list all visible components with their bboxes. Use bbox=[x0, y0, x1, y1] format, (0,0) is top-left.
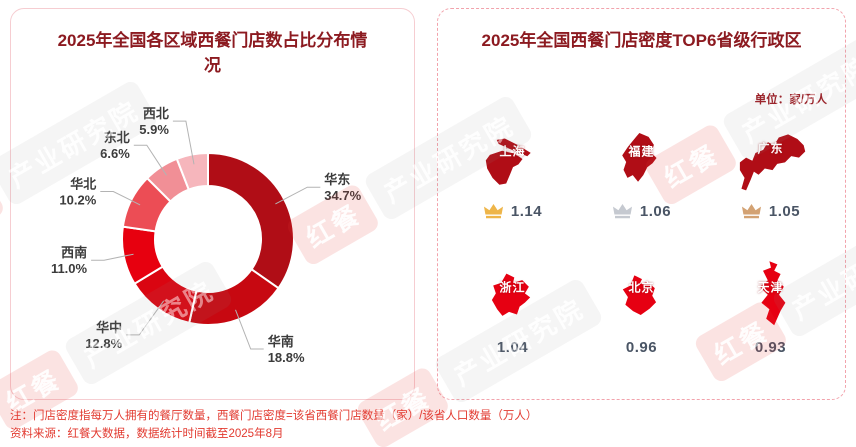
segment-label: 华南 18.8% bbox=[268, 334, 305, 365]
watermark-brand: 红餐 bbox=[0, 167, 7, 253]
beijing-map-icon bbox=[622, 275, 656, 315]
density-value-row: 0.93 bbox=[755, 337, 786, 357]
label-leader-line bbox=[133, 144, 167, 176]
density-value-row: 0.96 bbox=[626, 337, 657, 357]
province-label: 广东 bbox=[757, 141, 784, 156]
unit-label: 单位：家/万人 bbox=[754, 94, 827, 106]
density-value-row: 1.06 bbox=[612, 201, 671, 221]
province-label: 上海 bbox=[499, 144, 526, 159]
label-leader-line bbox=[275, 186, 321, 205]
density-top6-panel: 2025年全国西餐门店密度TOP6省级行政区 单位：家/万人 上海 1.14 bbox=[437, 8, 846, 400]
label-leader-line bbox=[100, 191, 141, 206]
label-leader-line bbox=[126, 300, 165, 336]
gold-crown-icon bbox=[483, 203, 503, 218]
segment-label: 华东 34.7% bbox=[324, 172, 361, 203]
note-text: 注：门店密度指每万人拥有的餐厅数量，西餐门店密度=该省西餐门店数量（家）/该省人… bbox=[10, 410, 538, 422]
source-text: 资料来源：红餐大数据，数据统计时间截至2025年8月 bbox=[10, 427, 284, 440]
tianjin-map-icon bbox=[759, 261, 785, 326]
right-panel-title: 2025年全国西餐门店密度TOP6省级行政区 bbox=[481, 31, 802, 50]
density-value: 0.93 bbox=[754, 338, 787, 356]
label-leader-line bbox=[235, 309, 264, 350]
label-leader-line bbox=[172, 120, 195, 165]
left-panel-title: 2025年全国各区域西餐门店数占比分布情况 bbox=[57, 31, 368, 75]
province-grid: 上海 1.14 福建 bbox=[448, 115, 835, 357]
footnotes: 注：门店密度指每万人拥有的餐厅数量，西餐门店密度=该省西餐门店数量（家）/该省人… bbox=[10, 408, 537, 444]
guangdong-map-icon bbox=[739, 134, 805, 191]
density-value: 0.96 bbox=[625, 338, 658, 356]
density-value-row: 1.05 bbox=[741, 201, 800, 221]
shanghai-map-icon bbox=[485, 138, 531, 185]
donut-segment bbox=[207, 151, 295, 290]
zhejiang-map-icon bbox=[491, 273, 530, 316]
bronze-crown-icon bbox=[741, 203, 761, 218]
region-share-panel: 2025年全国各区域西餐门店数占比分布情况 华东 34.7% 华南 18.8% 华中 12… bbox=[10, 8, 415, 400]
label-leader-line bbox=[91, 253, 134, 261]
province-label: 北京 bbox=[628, 280, 655, 295]
segment-label: 东北 6.6% bbox=[100, 130, 130, 161]
segment-label: 西南 11.0% bbox=[51, 245, 88, 276]
density-value-row: 1.04 bbox=[497, 337, 528, 357]
province-label: 天津 bbox=[757, 280, 784, 295]
density-value: 1.14 bbox=[510, 202, 543, 220]
density-value: 1.06 bbox=[639, 202, 672, 220]
province-label: 福建 bbox=[628, 144, 655, 159]
silver-crown-icon bbox=[612, 203, 632, 218]
donut-chart: 华东 34.7% 华南 18.8% 华中 12.8% 西南 11.0% 华北 10.2%东北 6.6… bbox=[51, 106, 362, 365]
density-value-row: 1.14 bbox=[483, 201, 542, 221]
province-card-fujian: 福建 1.06 bbox=[577, 115, 706, 221]
province-card-zhejiang: 浙江 1.04 bbox=[448, 251, 577, 357]
fujian-map-icon bbox=[621, 132, 657, 182]
donut-segment bbox=[188, 267, 280, 326]
province-card-guangdong: 广东 1.05 bbox=[706, 115, 835, 221]
province-card-beijing: 北京 0.96 bbox=[577, 251, 706, 357]
segment-label: 华北 10.2% bbox=[59, 177, 96, 208]
province-card-shanghai: 上海 1.14 bbox=[448, 115, 577, 221]
donut-segment bbox=[175, 151, 209, 191]
segment-label: 西北 5.9% bbox=[139, 106, 169, 137]
province-label: 浙江 bbox=[499, 280, 526, 295]
segment-label: 华中 12.8% bbox=[85, 320, 122, 351]
density-value: 1.05 bbox=[768, 202, 801, 220]
density-value: 1.04 bbox=[496, 338, 529, 356]
province-card-tianjin: 天津 0.93 bbox=[706, 251, 835, 357]
